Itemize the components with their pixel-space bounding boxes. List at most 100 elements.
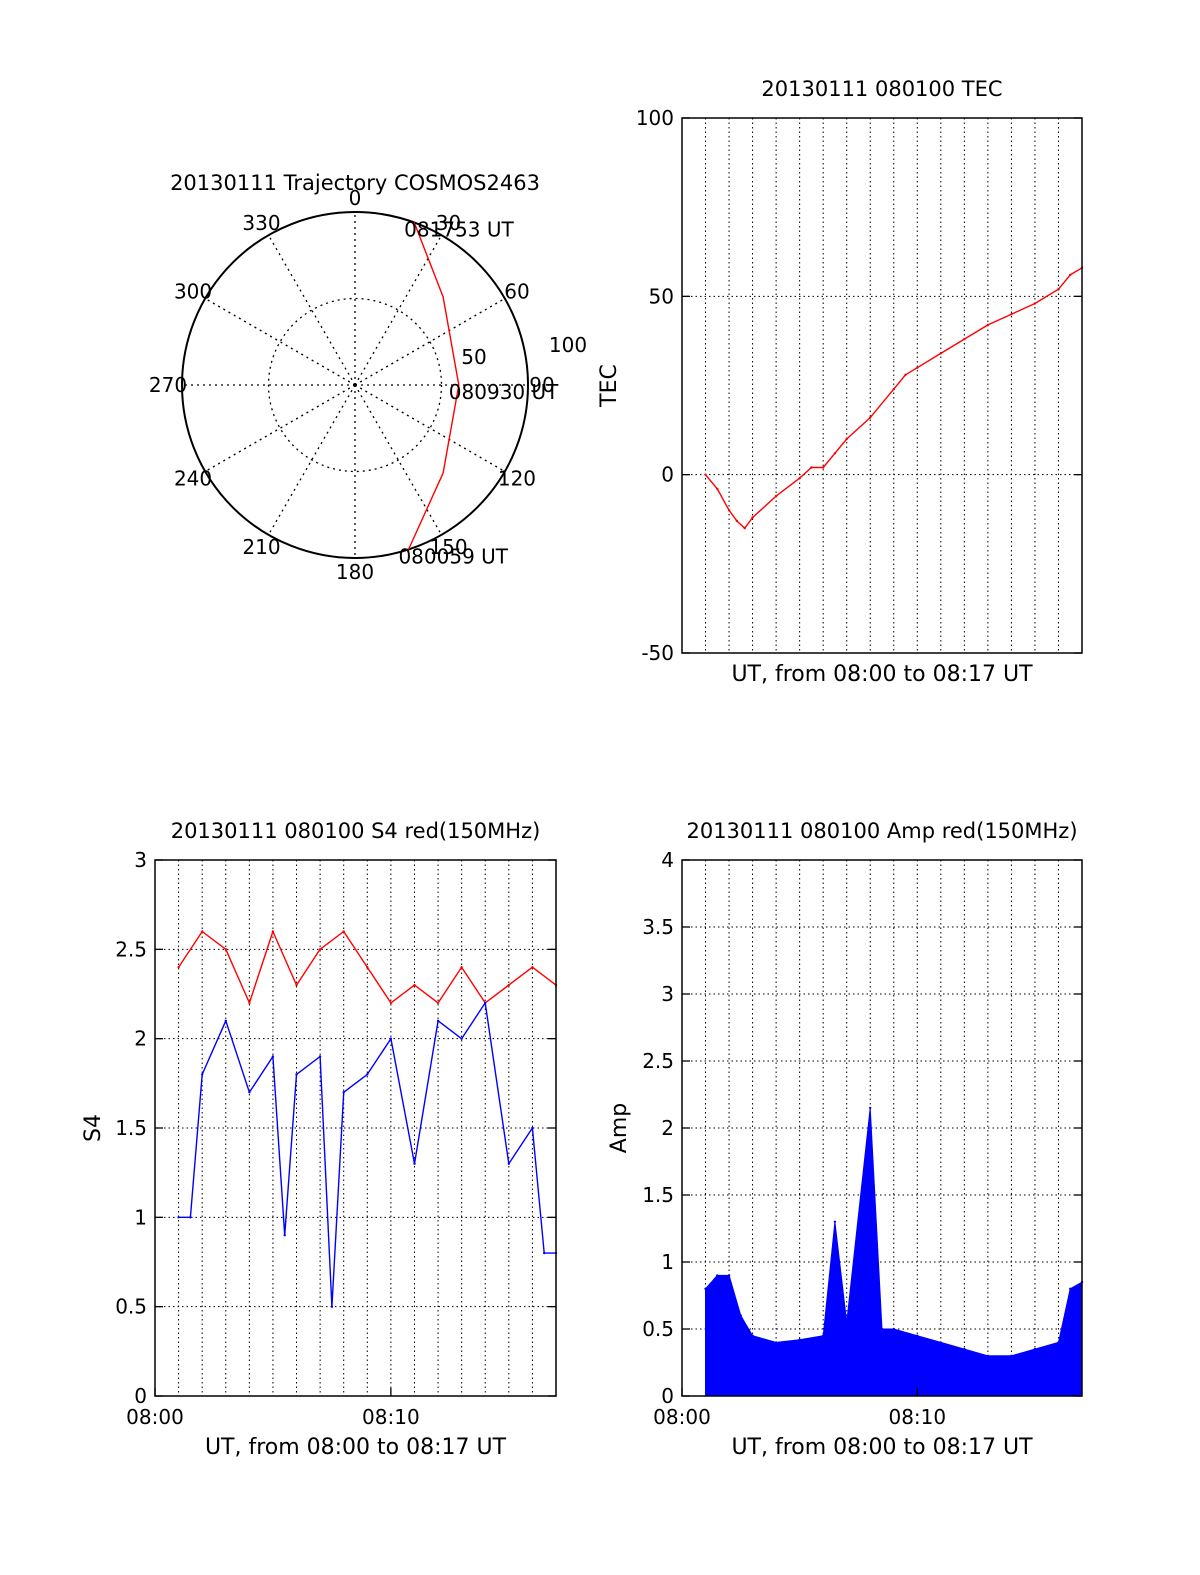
y-tick-label: 3.5 (642, 915, 674, 939)
data-point (986, 1354, 990, 1358)
data-point (939, 1341, 942, 1344)
data-point (963, 1347, 966, 1351)
data-point (531, 1126, 534, 1130)
data-point (845, 1321, 848, 1324)
data-point (845, 437, 848, 441)
panel-title: 20130111 080100 S4 red(150MHz) (171, 819, 541, 843)
data-point (716, 1274, 719, 1277)
data-point (389, 1037, 393, 1040)
data-point (201, 1073, 204, 1076)
data-point (1069, 1287, 1072, 1291)
y-tick-label: 1.5 (115, 1116, 147, 1140)
data-point (295, 1073, 298, 1076)
y-axis-label: S4 (81, 1114, 106, 1142)
series-line (704, 267, 1083, 529)
data-point (1069, 273, 1072, 277)
data-point (822, 1334, 825, 1337)
polar-angle-label: 240 (174, 467, 212, 491)
polar-angle-label: 210 (242, 535, 280, 559)
data-point (1033, 1347, 1037, 1351)
y-tick-label: 100 (636, 106, 674, 130)
data-point (318, 948, 322, 951)
y-tick-label: 2.5 (642, 1049, 674, 1073)
data-point (774, 494, 778, 498)
polar-angle-label: 90 (529, 373, 554, 397)
s4-chart: 0 0.5 1 1.5 2 2.5 3 08:00 08:10 20130111 080100 S… (81, 819, 558, 1460)
data-point (366, 1073, 369, 1076)
y-tick-label: 3 (134, 848, 147, 872)
data-point (389, 1001, 393, 1005)
polar-angle-label: 300 (174, 280, 212, 304)
data-point (735, 519, 739, 523)
data-point (413, 983, 416, 987)
data-point (833, 1220, 837, 1224)
plot-frame (154, 859, 557, 1397)
data-point (295, 983, 298, 987)
plot-frame (681, 117, 1083, 654)
data-point (484, 1001, 487, 1005)
data-point (716, 487, 719, 491)
x-tick-label: 08:00 (126, 1405, 184, 1429)
data-point (892, 387, 895, 391)
polar-angle-label: 60 (504, 280, 529, 304)
data-point (177, 966, 180, 969)
data-point (1057, 288, 1060, 291)
data-point (271, 930, 275, 933)
data-point (916, 1334, 919, 1337)
data-point (751, 1334, 754, 1337)
y-axis-label: Amp (607, 1103, 632, 1153)
polar-spoke (267, 234, 356, 386)
data-point (271, 1055, 275, 1058)
x-axis-label: UT, from 08:00 to 08:17 UT (205, 1435, 507, 1460)
data-point (963, 337, 966, 341)
data-point (224, 948, 227, 951)
y-tick-label: 50 (649, 284, 674, 308)
data-point (1033, 302, 1037, 305)
data-point (727, 509, 731, 512)
panel-title: 20130111 080100 Amp red(150MHz) (686, 819, 1077, 843)
y-tick-label: 0 (134, 1384, 147, 1408)
y-tick-label: 2 (134, 1027, 147, 1051)
data-point (986, 323, 990, 327)
polar-angle-label: 0 (349, 186, 362, 210)
polar-spoke (204, 297, 356, 386)
y-tick-label: 1 (134, 1205, 147, 1229)
y-tick-label: 2 (661, 1116, 674, 1140)
data-point (248, 1001, 251, 1005)
data-point (460, 1037, 463, 1040)
data-point (436, 1001, 440, 1005)
polar-spoke (267, 384, 356, 536)
data-point (342, 1091, 345, 1094)
data-point (507, 983, 510, 987)
trajectory-annotation: 080930 UT (449, 380, 559, 404)
polar-spoke (354, 384, 506, 473)
data-point (201, 930, 204, 933)
data-point (798, 477, 801, 480)
y-tick-label: 3 (661, 982, 674, 1006)
polar-spoke (354, 234, 443, 386)
polar-angle-label: 150 (429, 535, 467, 559)
x-tick-label: 08:10 (888, 1405, 946, 1429)
data-point (798, 1338, 801, 1341)
data-point (916, 366, 919, 369)
amp-chart: 0 0.5 1 1.5 2 2.5 3 3.5 4 08:00 08:10 20130111 0801… (607, 819, 1084, 1460)
data-point (704, 1287, 707, 1291)
y-axis-label: TEC (597, 364, 622, 408)
trajectory-series (407, 222, 460, 550)
polar-grid-circle (267, 297, 443, 473)
data-point (460, 966, 463, 969)
data-point (1057, 1341, 1060, 1344)
polar-angle-label: 330 (242, 211, 280, 235)
data-point (1010, 313, 1013, 316)
polar-title: 20130111 Trajectory COSMOS2463 (170, 171, 540, 195)
data-point (224, 1019, 227, 1022)
data-point (1010, 1354, 1013, 1358)
polar-angle-label: 180 (336, 560, 374, 584)
polar-radius-label: 100 (549, 333, 587, 357)
data-point (283, 1234, 286, 1237)
x-tick-label: 08:10 (362, 1405, 420, 1429)
polar-angle-label: 30 (436, 211, 461, 235)
data-point (436, 1019, 440, 1022)
y-tick-label: 0 (661, 463, 674, 487)
data-point (531, 966, 534, 969)
